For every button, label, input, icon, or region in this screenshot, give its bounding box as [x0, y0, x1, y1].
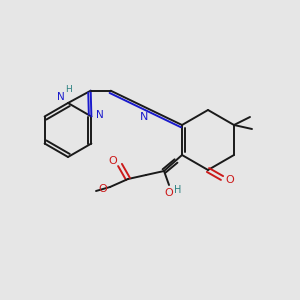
Text: O: O — [165, 188, 173, 198]
Text: N: N — [57, 92, 65, 102]
Text: O: O — [99, 184, 107, 194]
Text: H: H — [174, 185, 182, 195]
Text: N: N — [140, 112, 148, 122]
Text: N: N — [95, 110, 103, 119]
Text: O: O — [226, 175, 234, 185]
Text: H: H — [64, 85, 71, 94]
Text: O: O — [109, 156, 117, 166]
